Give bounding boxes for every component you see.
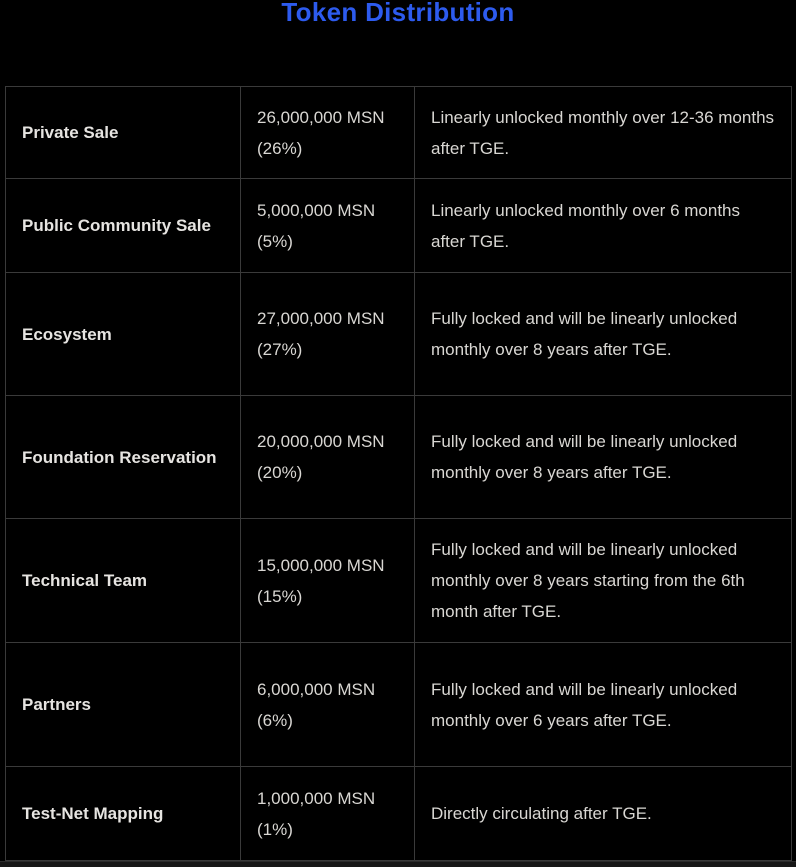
allocation-cell: 20,000,000 MSN (20%) bbox=[240, 395, 415, 519]
page-title: Token Distribution bbox=[281, 0, 515, 27]
description-cell: Linearly unlocked monthly over 12-36 mon… bbox=[414, 86, 792, 179]
allocation-cell: 1,000,000 MSN (1%) bbox=[240, 766, 415, 861]
allocation-cell: 26,000,000 MSN (26%) bbox=[240, 86, 415, 179]
description-cell: Fully locked and will be linearly unlock… bbox=[414, 272, 792, 396]
description-cell: Fully locked and will be linearly unlock… bbox=[414, 642, 792, 767]
table-row: Public Community Sale 5,000,000 MSN (5%) L… bbox=[5, 178, 792, 273]
table-row: Technical Team 15,000,000 MSN (15%) Fully … bbox=[5, 518, 792, 643]
allocation-cell: 6,000,000 MSN (6%) bbox=[240, 642, 415, 767]
token-distribution-table: Private Sale 26,000,000 MSN (26%) Linearly… bbox=[5, 86, 792, 861]
table-row: Private Sale 26,000,000 MSN (26%) Linearly… bbox=[5, 86, 792, 179]
description-cell: Fully locked and will be linearly unlock… bbox=[414, 395, 792, 519]
table-row: Test-Net Mapping 1,000,000 MSN (1%) Direct… bbox=[5, 766, 792, 861]
description-cell: Fully locked and will be linearly unlock… bbox=[414, 518, 792, 643]
category-cell: Ecosystem bbox=[5, 272, 241, 396]
description-cell: Directly circulating after TGE. bbox=[414, 766, 792, 861]
bottom-divider bbox=[0, 861, 796, 867]
table-row: Ecosystem 27,000,000 MSN (27%) Fully locke… bbox=[5, 272, 792, 396]
category-cell: Partners bbox=[5, 642, 241, 767]
category-cell: Test-Net Mapping bbox=[5, 766, 241, 861]
table-row: Partners 6,000,000 MSN (6%) Fully locked a… bbox=[5, 642, 792, 767]
allocation-cell: 15,000,000 MSN (15%) bbox=[240, 518, 415, 643]
allocation-cell: 5,000,000 MSN (5%) bbox=[240, 178, 415, 273]
category-cell: Private Sale bbox=[5, 86, 241, 179]
category-cell: Foundation Reservation bbox=[5, 395, 241, 519]
table-row: Foundation Reservation 20,000,000 MSN (20… bbox=[5, 395, 792, 519]
category-cell: Technical Team bbox=[5, 518, 241, 643]
description-cell: Linearly unlocked monthly over 6 months … bbox=[414, 178, 792, 273]
category-cell: Public Community Sale bbox=[5, 178, 241, 273]
allocation-cell: 27,000,000 MSN (27%) bbox=[240, 272, 415, 396]
table-body: Private Sale 26,000,000 MSN (26%) Linearly… bbox=[5, 86, 792, 861]
